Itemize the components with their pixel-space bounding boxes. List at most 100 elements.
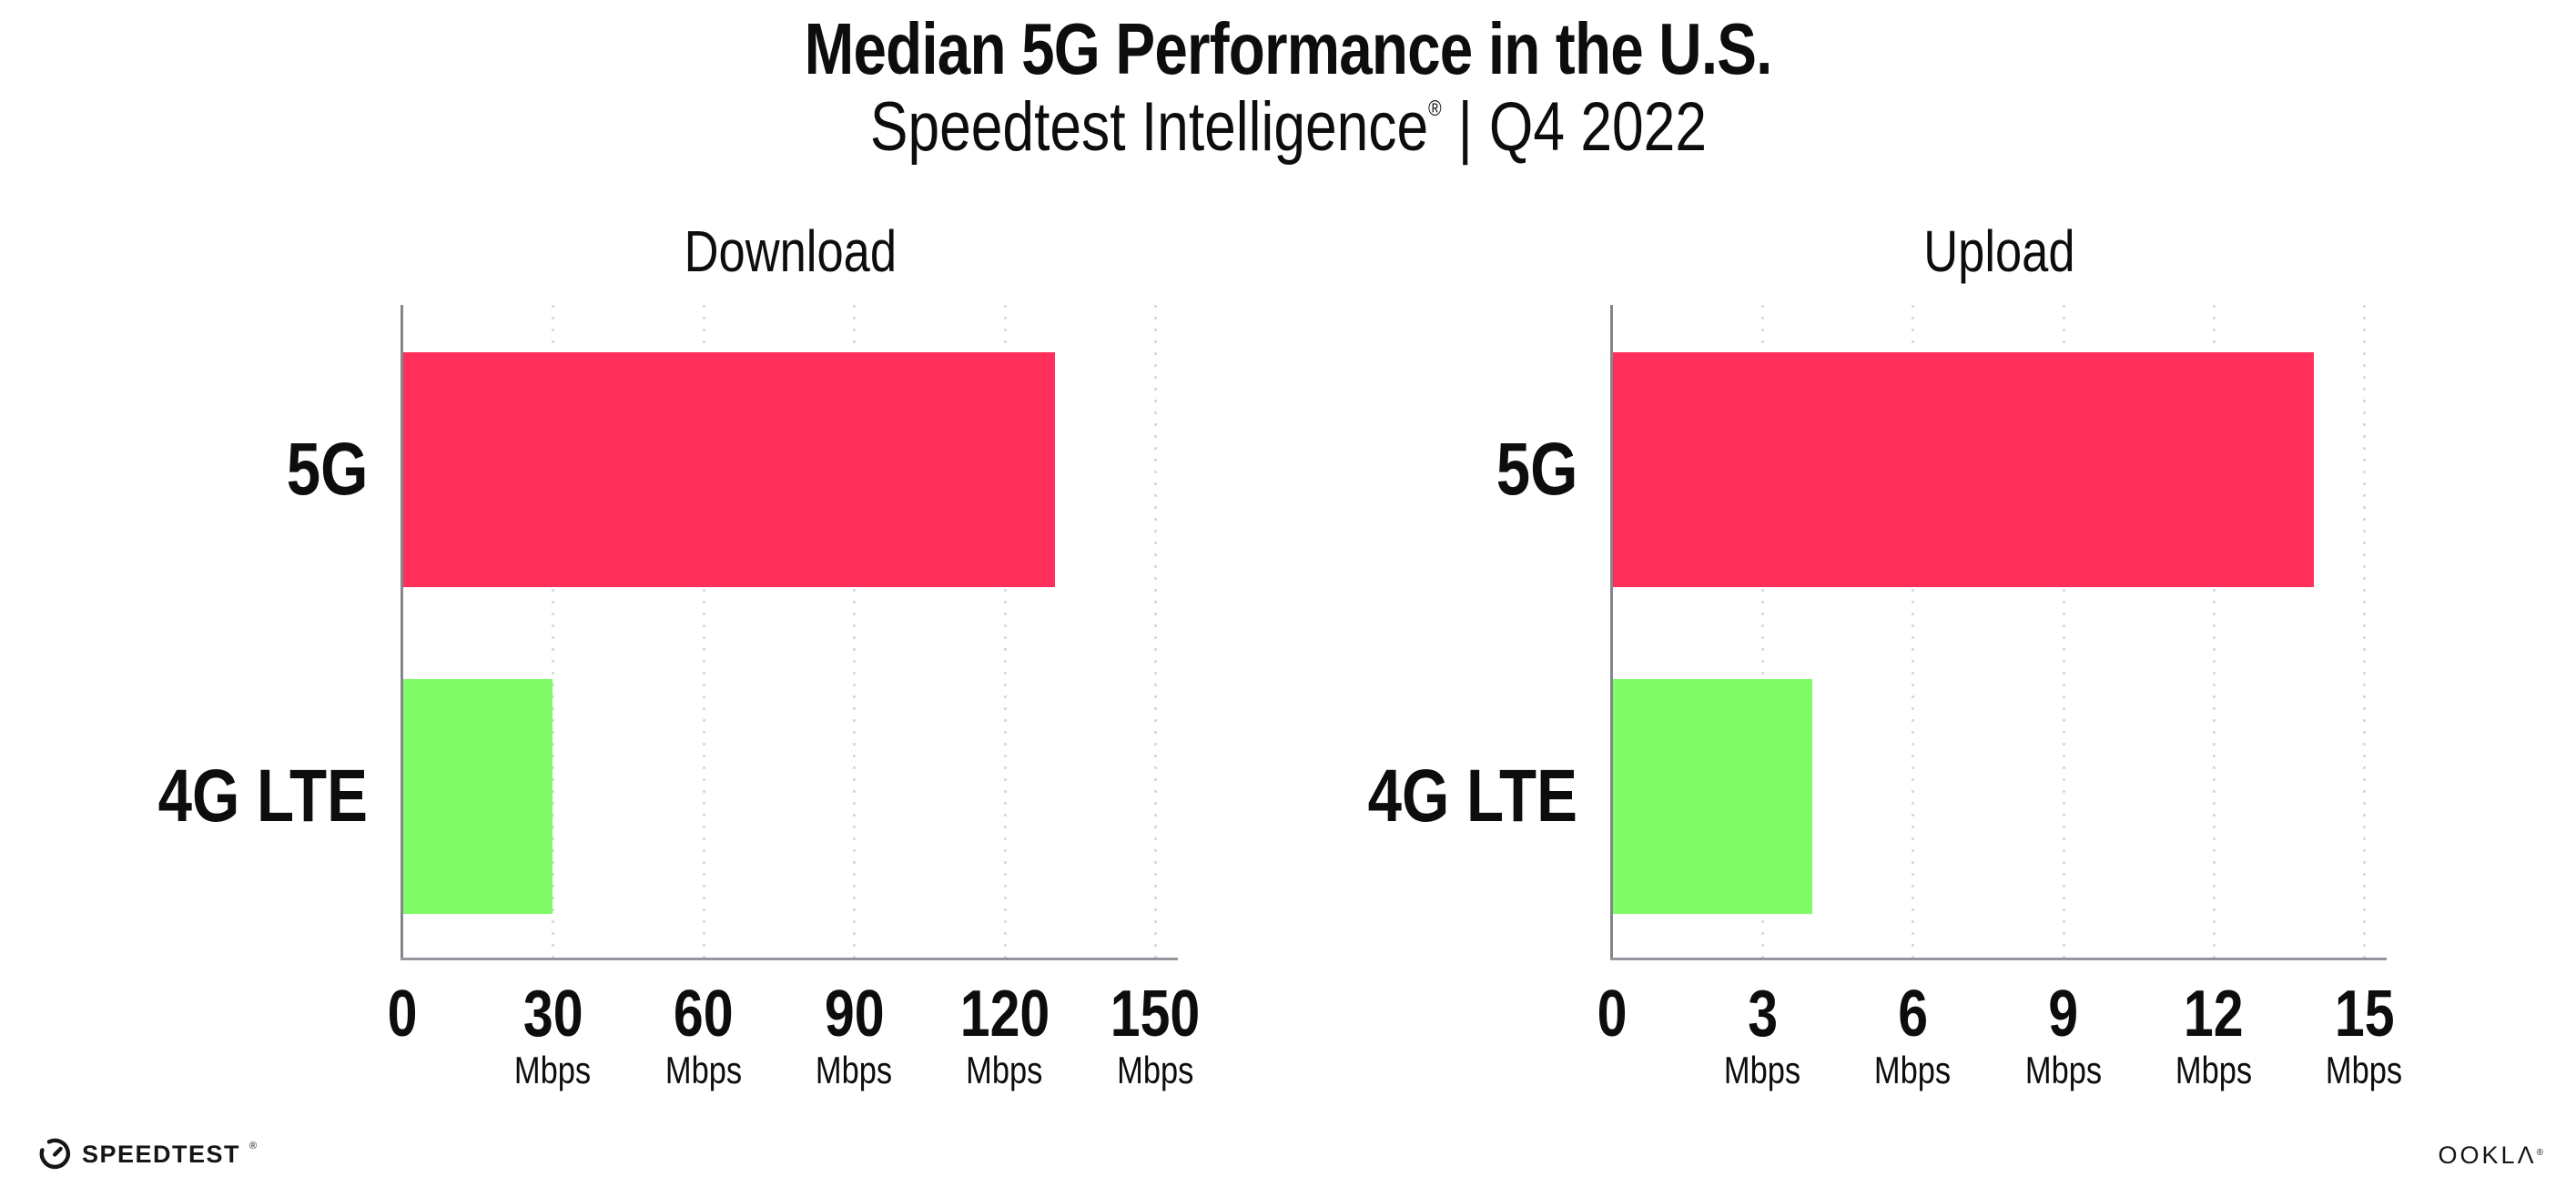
registered-mark-icon: ® — [1427, 96, 1442, 121]
x-tick-value: 120 — [950, 980, 1060, 1048]
category-label-text: 5G — [1496, 428, 1577, 511]
speedtest-logo: SPEEDTEST ® — [36, 1136, 257, 1172]
x-tick-unit-text: Mbps — [2175, 1049, 2253, 1091]
x-tick-15: 15 Mbps — [2317, 980, 2411, 1091]
gridline-120 — [1003, 305, 1007, 959]
x-tick-unit: Mbps — [807, 1050, 901, 1091]
bar-5g — [1612, 352, 2315, 587]
x-tick-unit: Mbps — [2167, 1050, 2261, 1091]
x-tick-value-text: 90 — [824, 978, 885, 1050]
download-x-tick-labels: 0 30 Mbps 60 Mbps 90 Mbps 120 Mbps 150 Mbps — [388, 980, 1201, 1108]
x-tick-unit: Mbps — [2016, 1050, 2110, 1091]
x-tick-unit: Mbps — [1866, 1050, 1960, 1091]
x-tick-value: 0 — [384, 980, 421, 1048]
x-tick-150: 150 Mbps — [1100, 980, 1210, 1091]
x-tick-value-text: 150 — [1110, 978, 1201, 1050]
category-label-4g-lte: 4G LTE — [1210, 679, 1577, 914]
x-tick-0: 0 — [1594, 980, 1630, 1048]
x-tick-unit: Mbps — [950, 1050, 1060, 1091]
x-tick-unit-text: Mbps — [1724, 1049, 1801, 1091]
x-tick-unit: Mbps — [657, 1050, 751, 1091]
x-tick-value-text: 0 — [387, 978, 418, 1050]
x-tick-unit-text: Mbps — [1874, 1049, 1952, 1091]
upload-chart-title-text: Upload — [1923, 218, 2075, 284]
x-tick-unit: Mbps — [2317, 1050, 2411, 1091]
category-label-5g: 5G — [0, 352, 368, 587]
x-tick-value: 90 — [807, 980, 901, 1048]
bar-4g-lte — [1612, 679, 1813, 914]
upload-category-labels: 5G 4G LTE — [1210, 305, 1577, 959]
x-tick-12: 12 Mbps — [2167, 980, 2261, 1091]
gridline-150 — [1154, 305, 1158, 959]
x-tick-unit-text: Mbps — [966, 1049, 1043, 1091]
x-tick-unit-text: Mbps — [1117, 1049, 1194, 1091]
x-tick-unit: Mbps — [1100, 1050, 1210, 1091]
category-label-text: 4G LTE — [1367, 755, 1577, 837]
gridline-90 — [853, 305, 857, 959]
x-tick-3: 3 Mbps — [1716, 980, 1810, 1091]
download-chart-title-text: Download — [684, 218, 897, 284]
x-tick-value: 0 — [1594, 980, 1630, 1048]
x-tick-value-text: 30 — [522, 978, 583, 1050]
category-label-text: 5G — [286, 428, 368, 511]
upload-y-axis — [1610, 305, 1613, 960]
x-tick-value-text: 120 — [959, 978, 1050, 1050]
bar-5g — [402, 352, 1055, 587]
x-tick-unit-text: Mbps — [816, 1049, 893, 1091]
gridline-3 — [1761, 305, 1765, 959]
x-tick-value-text: 9 — [2048, 978, 2079, 1050]
x-tick-9: 9 Mbps — [2016, 980, 2110, 1091]
speedtest-wordmark: SPEEDTEST — [82, 1141, 241, 1168]
x-tick-value: 9 — [2016, 980, 2110, 1048]
x-tick-value: 12 — [2167, 980, 2261, 1048]
x-tick-value: 6 — [1866, 980, 1960, 1048]
x-tick-value-text: 6 — [1898, 978, 1928, 1050]
x-tick-6: 6 Mbps — [1866, 980, 1960, 1091]
x-tick-unit-text: Mbps — [664, 1049, 742, 1091]
download-category-labels: 5G 4G LTE — [0, 305, 368, 959]
category-label-5g: 5G — [1210, 352, 1577, 587]
x-tick-value: 15 — [2317, 980, 2411, 1048]
download-plot-area — [401, 305, 1178, 960]
page-subtitle-text: Speedtest Intelligence® | Q4 2022 — [869, 87, 1706, 184]
x-tick-value: 30 — [506, 980, 600, 1048]
x-tick-value-text: 3 — [1747, 978, 1778, 1050]
x-tick-value-text: 15 — [2334, 978, 2395, 1050]
x-tick-unit: Mbps — [506, 1050, 600, 1091]
x-tick-90: 90 Mbps — [807, 980, 901, 1091]
gridline-12 — [2212, 305, 2216, 959]
category-label-4g-lte: 4G LTE — [0, 679, 368, 914]
x-tick-value: 150 — [1100, 980, 1210, 1048]
x-tick-value: 60 — [657, 980, 751, 1048]
download-chart-title: Download — [402, 218, 1178, 284]
speedtest-registered-mark-icon: ® — [249, 1141, 258, 1151]
x-tick-60: 60 Mbps — [657, 980, 751, 1091]
x-tick-0: 0 — [384, 980, 421, 1048]
x-tick-unit: Mbps — [1716, 1050, 1810, 1091]
upload-x-axis — [1610, 958, 2387, 960]
upload-x-tick-labels: 0 3 Mbps 6 Mbps 9 Mbps 12 Mbps 15 Mbps — [1597, 980, 2403, 1108]
bar-4g-lte — [402, 679, 553, 914]
x-tick-30: 30 Mbps — [506, 980, 600, 1091]
gridline-30 — [552, 305, 555, 959]
x-tick-unit-text: Mbps — [2326, 1049, 2403, 1091]
x-tick-unit-text: Mbps — [2024, 1049, 2102, 1091]
x-tick-unit-text: Mbps — [514, 1049, 592, 1091]
download-y-axis — [401, 305, 403, 960]
x-tick-value-text: 12 — [2184, 978, 2244, 1050]
page-title: Median 5G Performance in the U.S. — [0, 9, 2576, 89]
ookla-logo: OOKLΛ® — [2439, 1140, 2543, 1177]
speedtest-gauge-icon — [39, 1138, 71, 1170]
upload-plot-area — [1610, 305, 2387, 960]
gridline-6 — [1912, 305, 1915, 959]
category-label-text: 4G LTE — [157, 755, 368, 837]
x-tick-120: 120 Mbps — [950, 980, 1060, 1091]
x-tick-value-text: 60 — [674, 978, 734, 1050]
x-tick-value-text: 0 — [1597, 978, 1628, 1050]
ookla-wordmark: OOKLΛ — [2438, 1141, 2537, 1169]
gridline-15 — [2363, 305, 2367, 959]
gridline-9 — [2062, 305, 2065, 959]
gridline-60 — [702, 305, 705, 959]
ookla-registered-mark-icon: ® — [2536, 1148, 2543, 1158]
